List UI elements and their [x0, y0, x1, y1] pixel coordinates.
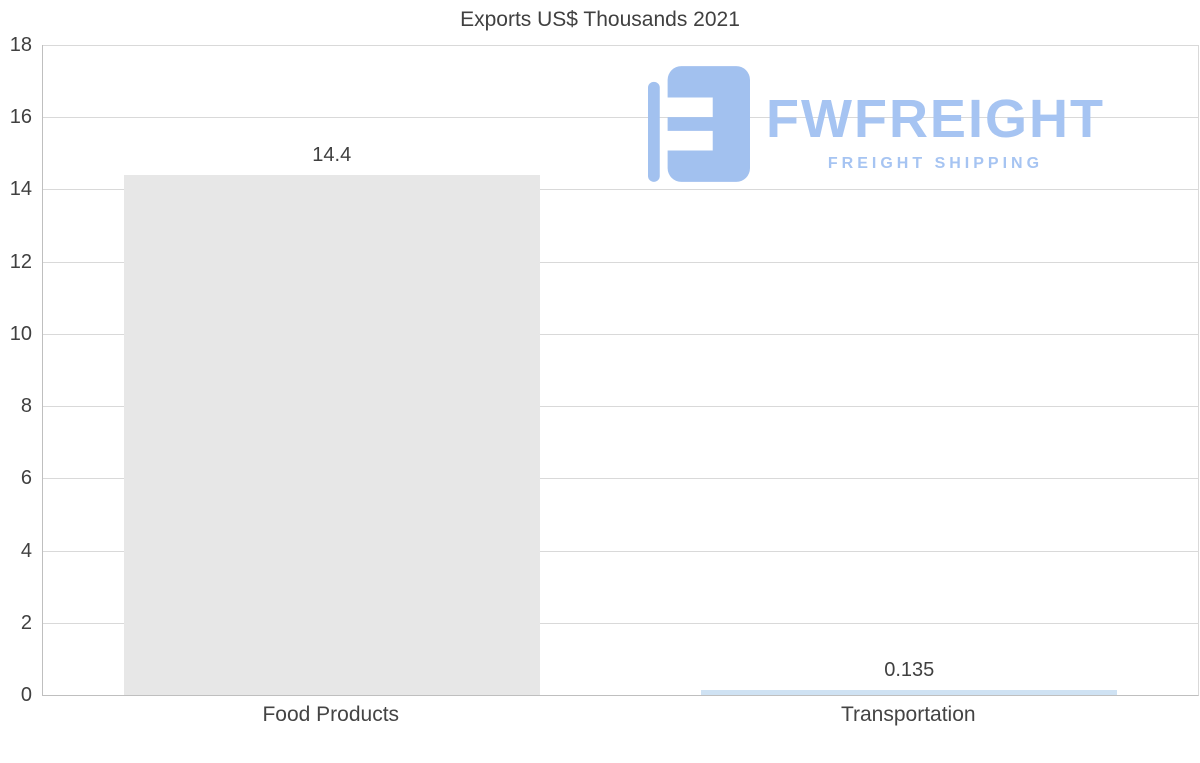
x-axis-labels: Food Products Transportation — [42, 703, 1197, 733]
x-tick-label: Transportation — [840, 703, 976, 726]
y-tick-label: 12 — [9, 250, 32, 273]
y-tick-label: 10 — [9, 322, 32, 345]
y-tick-label: 0 — [20, 684, 32, 706]
bar — [123, 175, 540, 695]
gridline — [43, 478, 1198, 480]
bar — [701, 690, 1118, 695]
plot-area: 14.4 0.135 — [42, 45, 1199, 696]
y-tick-label: 18 — [9, 34, 32, 56]
gridline — [43, 550, 1198, 552]
logo: FWFREIGHT FREIGHT SHIPPING — [648, 66, 1105, 182]
gridline — [43, 189, 1198, 191]
y-tick-label: 14 — [9, 178, 32, 201]
y-tick-label: 4 — [20, 539, 32, 562]
bar-value-label: 14.4 — [312, 144, 352, 166]
gridline — [43, 333, 1198, 335]
logo-title: FWFREIGHT — [766, 89, 1105, 149]
gridline — [43, 117, 1198, 119]
y-tick-label: 2 — [20, 611, 32, 634]
chart-title: Exports US$ Thousands 2021 — [460, 8, 740, 31]
gridline — [43, 45, 1198, 46]
logo-subtitle: FREIGHT SHIPPING — [827, 155, 1044, 172]
gridline — [43, 261, 1198, 263]
logo-text: FWFREIGHT FREIGHT SHIPPING — [766, 66, 1105, 173]
gridline — [43, 406, 1198, 408]
y-tick-label: 6 — [20, 467, 32, 490]
fwfreight-logo-icon — [648, 66, 750, 182]
y-axis-labels: 0 2 4 6 8 10 12 14 16 18 — [0, 34, 32, 706]
bar-value-label: 0.135 — [884, 659, 935, 682]
x-tick-label: Food Products — [262, 703, 400, 726]
y-tick-label: 8 — [20, 395, 32, 418]
gridline — [43, 622, 1198, 624]
y-tick-label: 16 — [9, 106, 32, 129]
